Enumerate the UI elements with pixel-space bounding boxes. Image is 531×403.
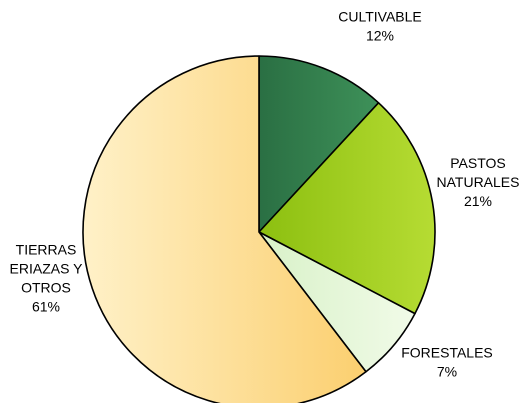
pie-label-cultivable: CULTIVABLE 12% (338, 9, 422, 44)
pie-labels: CULTIVABLE 12% PASTOS NATURALES 21% FORESTALE… (10, 9, 520, 380)
pie-category-label: TIERRAS (16, 242, 77, 258)
pie-value-label: 7% (437, 364, 457, 380)
pie-label-tierras-eriazas-y-otros: TIERRAS ERIAZAS Y OTROS 61% (10, 242, 84, 315)
pie-category-label: NATURALES (437, 174, 520, 190)
pie-slice-pastos-naturales (258, 102, 436, 315)
pie-category-label: PASTOS (450, 155, 506, 171)
pie-value-label: 61% (32, 299, 60, 315)
pie-value-label: 12% (366, 28, 394, 44)
pie-value-label: 21% (464, 193, 492, 209)
pie-label-pastos-naturales: PASTOS NATURALES 21% (437, 155, 520, 209)
pie-category-label: FORESTALES (401, 345, 493, 361)
pie-label-forestales: FORESTALES 7% (401, 345, 493, 380)
pie-category-label: OTROS (21, 280, 71, 296)
pie-category-label: ERIAZAS Y (10, 261, 84, 277)
pie-slice-cultivable (258, 55, 380, 233)
pie-category-label: CULTIVABLE (338, 9, 422, 25)
pie-slices (82, 55, 436, 403)
pie-slice-tierras-eriazas-y-otros (82, 55, 367, 403)
